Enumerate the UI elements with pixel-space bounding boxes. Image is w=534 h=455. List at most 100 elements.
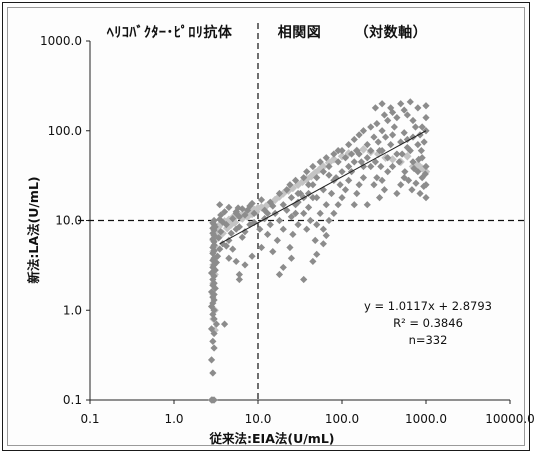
data-point [367, 147, 375, 155]
data-point [235, 270, 243, 279]
data-point [325, 162, 333, 171]
point-series [207, 98, 430, 404]
data-point [395, 158, 403, 166]
data-point [370, 133, 378, 141]
data-point [322, 201, 330, 209]
data-point [325, 171, 333, 179]
data-point [363, 154, 371, 162]
trendline-group [219, 130, 427, 245]
data-point [416, 189, 424, 198]
data-point [334, 201, 342, 209]
r-squared: R² = 0.3846 [393, 316, 463, 330]
data-point [403, 135, 411, 144]
data-point [296, 189, 305, 198]
data-point [275, 189, 284, 198]
data-point [406, 98, 414, 106]
data-point [209, 337, 217, 345]
data-point [207, 325, 216, 333]
data-point [378, 176, 386, 184]
data-point [378, 147, 386, 155]
data-point [250, 209, 258, 217]
chart-title: ﾍﾘｺﾊﾞｸﾀｰ･ﾋﾟﾛﾘ抗体 相関図 （対数軸） [0, 22, 534, 42]
data-point [350, 201, 358, 209]
data-point [371, 104, 380, 112]
x-tick-label: 100.0 [325, 412, 359, 426]
data-point [415, 155, 423, 163]
data-point [401, 168, 409, 176]
data-point [393, 150, 401, 158]
data-point [294, 221, 302, 229]
data-point [316, 209, 324, 217]
data-point [304, 203, 313, 211]
data-point [380, 111, 389, 119]
data-point [393, 189, 401, 198]
data-point [309, 181, 317, 189]
data-point [414, 104, 422, 112]
data-point [330, 150, 338, 158]
data-point [416, 131, 424, 139]
data-point [370, 181, 378, 189]
data-point [210, 396, 218, 404]
data-point [210, 329, 218, 338]
data-point [286, 181, 294, 189]
data-point [384, 116, 392, 125]
data-point [303, 225, 311, 233]
y-tick-label: 10.0 [55, 214, 82, 228]
data-point [359, 174, 368, 182]
data-point [319, 240, 327, 248]
data-point [387, 104, 395, 112]
data-point [412, 179, 420, 187]
data-point [334, 147, 342, 155]
data-point [306, 216, 314, 225]
data-point [390, 123, 398, 131]
regression-equation: y = 1.0117x + 2.8793 [364, 299, 492, 313]
data-point [397, 181, 405, 189]
data-point [388, 131, 397, 139]
data-point [373, 120, 381, 128]
data-point [420, 182, 428, 190]
data-point [409, 158, 417, 166]
data-point [347, 150, 356, 158]
data-point [350, 135, 358, 144]
y-axis-label: 新法:LA法(U/mL) [26, 176, 41, 283]
y-tick-label: 1000.0 [40, 34, 82, 48]
data-point [207, 356, 216, 364]
data-point [300, 275, 308, 284]
data-point [209, 275, 217, 284]
data-point [367, 162, 375, 171]
data-point [213, 252, 222, 260]
data-point [283, 186, 291, 194]
data-point [388, 108, 397, 117]
data-point [345, 162, 353, 171]
data-point [422, 193, 430, 202]
data-point [235, 275, 243, 284]
data-point [403, 143, 411, 152]
data-point [210, 296, 218, 304]
data-point [216, 245, 224, 253]
data-point [209, 369, 217, 377]
data-point [309, 162, 317, 171]
data-point [363, 141, 371, 149]
data-point [367, 123, 375, 131]
data-point [269, 248, 277, 256]
data-point [408, 186, 416, 194]
data-point [300, 174, 308, 182]
data-point [330, 209, 338, 217]
data-point [287, 254, 296, 262]
data-point [261, 206, 269, 214]
chart-title-text: ﾍﾘｺﾊﾞｸﾀｰ･ﾋﾟﾛﾘ抗体 [106, 25, 233, 41]
data-point [359, 162, 368, 171]
data-point [225, 236, 233, 245]
data-point [374, 138, 382, 146]
data-point [322, 154, 330, 162]
data-point [304, 181, 313, 189]
data-point [207, 288, 216, 296]
data-point [289, 230, 297, 239]
data-point [404, 176, 413, 184]
data-point [417, 147, 425, 155]
data-point [287, 193, 296, 202]
data-point-light [293, 180, 303, 189]
y-tick-label: 100.0 [48, 124, 82, 138]
data-point [241, 211, 249, 219]
